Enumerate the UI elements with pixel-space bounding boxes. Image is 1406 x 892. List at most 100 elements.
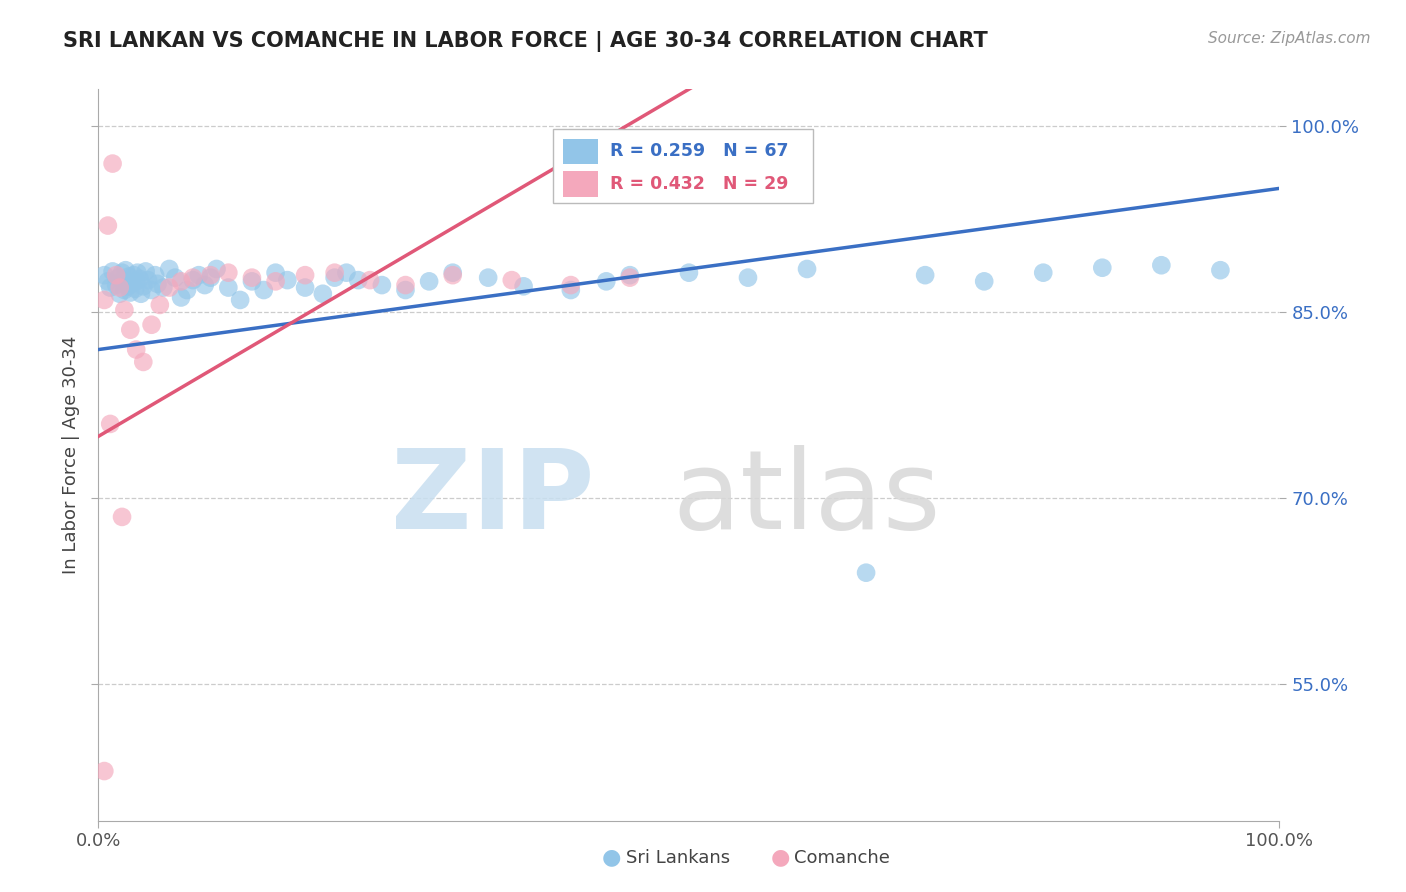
Point bbox=[294, 268, 316, 282]
Point bbox=[1150, 258, 1173, 272]
Point bbox=[112, 302, 135, 317]
Point bbox=[200, 268, 222, 282]
Point bbox=[240, 270, 263, 285]
FancyBboxPatch shape bbox=[553, 129, 813, 202]
Text: atlas: atlas bbox=[673, 445, 941, 552]
Point bbox=[264, 274, 287, 288]
Text: Source: ZipAtlas.com: Source: ZipAtlas.com bbox=[1208, 31, 1371, 46]
Point bbox=[294, 280, 316, 294]
Text: R = 0.259   N = 67: R = 0.259 N = 67 bbox=[610, 143, 789, 161]
Point bbox=[121, 277, 143, 291]
Point bbox=[97, 219, 120, 233]
Point bbox=[560, 278, 582, 293]
Point bbox=[217, 266, 239, 280]
Point bbox=[359, 273, 381, 287]
Point bbox=[240, 274, 263, 288]
Point bbox=[118, 269, 141, 284]
Point bbox=[125, 274, 148, 288]
Point bbox=[98, 417, 121, 431]
Point bbox=[143, 268, 166, 282]
Text: Sri Lankans: Sri Lankans bbox=[626, 849, 730, 867]
Point bbox=[253, 283, 276, 297]
Point bbox=[157, 280, 180, 294]
Point bbox=[441, 268, 464, 282]
Point bbox=[418, 274, 440, 288]
Text: ●: ● bbox=[770, 847, 790, 867]
Point bbox=[619, 268, 641, 282]
Point bbox=[111, 509, 134, 524]
Point bbox=[441, 266, 464, 280]
Point bbox=[93, 764, 115, 778]
Point bbox=[1209, 263, 1232, 277]
Point bbox=[101, 156, 124, 170]
Point bbox=[111, 266, 134, 280]
Point bbox=[229, 293, 252, 307]
Point bbox=[125, 343, 148, 357]
Point bbox=[117, 279, 139, 293]
Point bbox=[914, 268, 936, 282]
Point bbox=[135, 264, 157, 278]
Point bbox=[264, 266, 287, 280]
Point bbox=[141, 283, 163, 297]
Text: R = 0.432   N = 29: R = 0.432 N = 29 bbox=[610, 176, 789, 194]
Point bbox=[120, 323, 142, 337]
Point bbox=[595, 274, 617, 288]
Point bbox=[512, 279, 534, 293]
Point bbox=[93, 293, 115, 307]
Point bbox=[501, 273, 523, 287]
Point bbox=[276, 273, 298, 287]
Point bbox=[394, 278, 416, 293]
Point bbox=[205, 262, 228, 277]
Point bbox=[120, 285, 142, 300]
Point bbox=[141, 318, 163, 332]
Point bbox=[323, 266, 346, 280]
Point bbox=[122, 268, 145, 282]
Point bbox=[170, 290, 193, 304]
Point bbox=[394, 283, 416, 297]
Point bbox=[108, 280, 131, 294]
Point bbox=[200, 270, 222, 285]
Point bbox=[105, 268, 128, 282]
Point bbox=[347, 273, 370, 287]
Point bbox=[619, 270, 641, 285]
Point bbox=[146, 277, 169, 291]
Point bbox=[477, 270, 499, 285]
Point bbox=[1032, 266, 1054, 280]
Point bbox=[312, 286, 335, 301]
Point bbox=[149, 298, 172, 312]
Point bbox=[796, 262, 818, 277]
Point bbox=[114, 263, 136, 277]
Point bbox=[129, 286, 152, 301]
Point bbox=[112, 273, 135, 287]
FancyBboxPatch shape bbox=[562, 171, 598, 197]
Point bbox=[335, 266, 357, 280]
Point bbox=[128, 272, 150, 286]
Point bbox=[127, 266, 149, 280]
Point bbox=[217, 280, 239, 294]
Point bbox=[560, 283, 582, 297]
Point bbox=[98, 280, 121, 294]
Point bbox=[165, 270, 187, 285]
Point bbox=[93, 268, 115, 282]
Point bbox=[112, 283, 135, 297]
Point bbox=[737, 270, 759, 285]
Point bbox=[1091, 260, 1114, 275]
Point bbox=[105, 278, 128, 293]
Point bbox=[124, 282, 146, 296]
Text: ●: ● bbox=[602, 847, 621, 867]
Point bbox=[132, 355, 155, 369]
Point bbox=[101, 264, 124, 278]
Point bbox=[107, 270, 129, 285]
Point bbox=[157, 262, 180, 277]
Point bbox=[152, 280, 174, 294]
Point bbox=[170, 274, 193, 288]
Point bbox=[973, 274, 995, 288]
Point bbox=[181, 270, 204, 285]
Point bbox=[371, 278, 394, 293]
Point bbox=[678, 266, 700, 280]
Point bbox=[176, 283, 198, 297]
Point bbox=[194, 278, 217, 293]
Point bbox=[187, 268, 209, 282]
Point bbox=[136, 273, 159, 287]
Point bbox=[97, 274, 120, 288]
